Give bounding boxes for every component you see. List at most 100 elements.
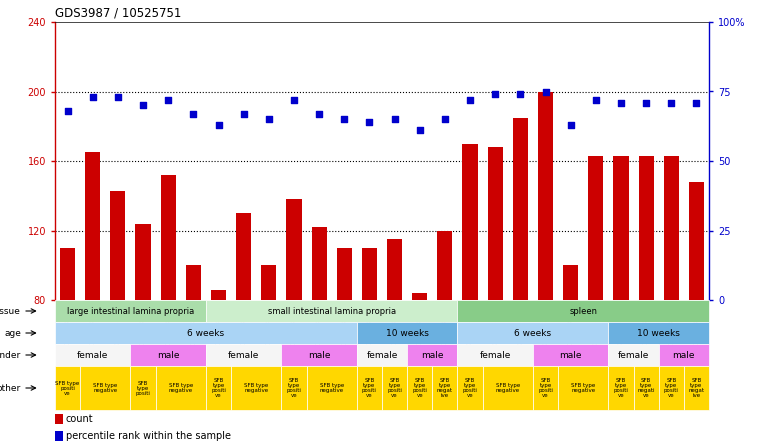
Bar (533, 344, 608, 366)
Text: age: age (4, 329, 21, 337)
Bar (110, 190, 125, 300)
Text: SFB type
negative: SFB type negative (319, 383, 344, 393)
Bar (135, 223, 151, 300)
Bar (413, 293, 427, 300)
Text: male: male (421, 350, 444, 360)
Bar (613, 156, 629, 300)
Bar (60, 248, 75, 300)
Text: SFB type
positi
ve: SFB type positi ve (56, 381, 79, 396)
Bar (281, 344, 357, 366)
Bar (55, 322, 357, 344)
Bar (156, 366, 206, 410)
Bar (458, 344, 533, 366)
Text: female: female (618, 350, 649, 360)
Bar (55, 431, 63, 440)
Text: SFB
type
negat
ive: SFB type negat ive (437, 378, 453, 398)
Text: male: male (672, 350, 695, 360)
Text: male: male (157, 350, 180, 360)
Bar (80, 366, 131, 410)
Text: large intestinal lamina propria: large intestinal lamina propria (66, 306, 194, 316)
Bar (231, 366, 281, 410)
Point (514, 91, 526, 98)
Text: male: male (559, 350, 582, 360)
Point (86, 94, 99, 101)
Point (364, 119, 376, 126)
Text: female: female (480, 350, 511, 360)
Point (263, 116, 275, 123)
Point (137, 102, 149, 109)
Bar (437, 230, 452, 300)
Bar (186, 265, 201, 300)
Text: SFB
type
positi
ve: SFB type positi ve (613, 378, 629, 398)
Bar (563, 265, 578, 300)
Point (212, 121, 225, 128)
Point (112, 94, 124, 101)
Text: male: male (308, 350, 330, 360)
Text: other: other (0, 384, 21, 392)
Bar (131, 344, 206, 366)
Bar (206, 300, 458, 322)
Bar (312, 227, 327, 300)
Point (615, 99, 627, 106)
Bar (407, 344, 458, 366)
Text: tissue: tissue (0, 306, 21, 316)
Bar (533, 366, 558, 410)
Text: female: female (366, 350, 398, 360)
Bar (608, 366, 633, 410)
Bar (160, 175, 176, 300)
Text: count: count (66, 414, 93, 424)
Point (238, 110, 250, 117)
Text: SFB type
negative: SFB type negative (93, 383, 118, 393)
Text: SFB
type
positi
ve: SFB type positi ve (664, 378, 678, 398)
Text: SFB
type
positi
ve: SFB type positi ve (362, 378, 377, 398)
Text: female: female (228, 350, 259, 360)
Text: SFB
type
positi
ve: SFB type positi ve (462, 378, 478, 398)
Bar (85, 152, 100, 300)
Point (162, 96, 174, 103)
Bar (608, 322, 709, 344)
Text: SFB
type
negat
ive: SFB type negat ive (688, 378, 704, 398)
Point (539, 88, 552, 95)
Bar (588, 156, 604, 300)
Bar (462, 143, 478, 300)
Text: percentile rank within the sample: percentile rank within the sample (66, 431, 231, 441)
Bar (432, 366, 458, 410)
Point (489, 91, 501, 98)
Bar (513, 118, 528, 300)
Bar (387, 239, 402, 300)
Bar (55, 366, 80, 410)
Bar (633, 366, 659, 410)
Bar (55, 414, 63, 424)
Text: SFB
type
positi
ve: SFB type positi ve (413, 378, 427, 398)
Bar (659, 344, 709, 366)
Bar (261, 265, 277, 300)
Bar (659, 366, 684, 410)
Point (691, 99, 703, 106)
Bar (281, 366, 306, 410)
Point (61, 107, 73, 115)
Bar (483, 366, 533, 410)
Point (665, 99, 678, 106)
Bar (608, 344, 659, 366)
Bar (458, 366, 483, 410)
Bar (236, 213, 251, 300)
Bar (487, 147, 503, 300)
Point (590, 96, 602, 103)
Bar (684, 366, 709, 410)
Bar (458, 322, 608, 344)
Bar (357, 344, 407, 366)
Bar (131, 366, 156, 410)
Bar (639, 156, 654, 300)
Text: 10 weeks: 10 weeks (386, 329, 429, 337)
Text: SFB
type
negati
ve: SFB type negati ve (637, 378, 655, 398)
Text: SFB
type
positi: SFB type positi (135, 381, 151, 396)
Point (464, 96, 476, 103)
Bar (337, 248, 351, 300)
Point (313, 110, 325, 117)
Text: SFB
type
positi
ve: SFB type positi ve (538, 378, 553, 398)
Bar (55, 300, 206, 322)
Text: SFB
type
positi
ve: SFB type positi ve (387, 378, 402, 398)
Text: female: female (77, 350, 108, 360)
Bar (458, 300, 709, 322)
Bar (55, 344, 131, 366)
